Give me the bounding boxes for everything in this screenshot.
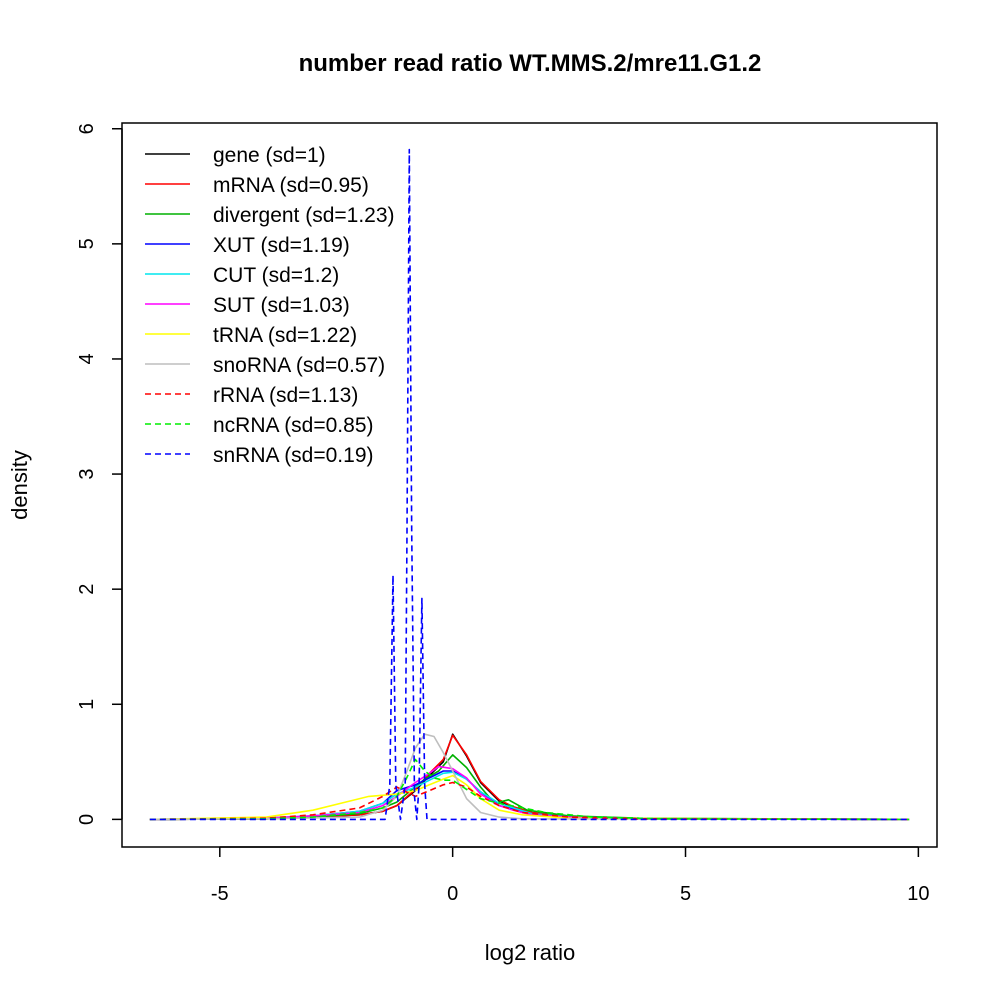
x-axis: -5 0 5 10 — [211, 846, 929, 905]
legend-label: rRNA (sd=1.13) — [213, 384, 358, 407]
series-lines — [149, 148, 910, 821]
x-tick-label: -5 — [211, 883, 229, 905]
series-line-10 — [149, 148, 910, 821]
chart-title: number read ratio WT.MMS.2/mre11.G1.2 — [299, 50, 762, 77]
legend-label: mRNA (sd=0.95) — [213, 174, 369, 197]
series-line-4 — [149, 771, 910, 821]
x-tick-label: 0 — [447, 883, 458, 905]
series-line-7 — [149, 733, 910, 821]
series-line-0 — [149, 733, 910, 821]
legend-label: SUT (sd=1.03) — [213, 294, 350, 317]
y-tick-label: 2 — [76, 584, 98, 595]
legend-label: divergent (sd=1.23) — [213, 204, 395, 227]
series-line-9 — [149, 758, 910, 821]
legend-label: tRNA (sd=1.22) — [213, 324, 357, 347]
legend-label: gene (sd=1) — [213, 144, 326, 167]
y-axis-label: density — [7, 450, 32, 520]
y-tick-label: 1 — [76, 699, 98, 710]
series-line-6 — [149, 774, 910, 821]
legend-label: CUT (sd=1.2) — [213, 264, 339, 287]
legend-label: XUT (sd=1.19) — [213, 234, 350, 257]
series-line-1 — [149, 734, 910, 821]
legend-label: ncRNA (sd=0.85) — [213, 414, 374, 437]
legend: gene (sd=1) mRNA (sd=0.95) divergent (sd=1… — [145, 144, 395, 467]
x-tick-label: 10 — [907, 883, 929, 905]
x-axis-label: log2 ratio — [485, 940, 576, 965]
legend-label: snRNA (sd=0.19) — [213, 444, 374, 467]
series-line-8 — [149, 781, 910, 821]
y-tick-label: 4 — [76, 353, 98, 364]
y-tick-label: 5 — [76, 238, 98, 249]
legend-label: snoRNA (sd=0.57) — [213, 354, 385, 377]
y-axis: 0 1 2 3 4 5 6 — [76, 123, 123, 825]
y-tick-label: 3 — [76, 469, 98, 480]
y-tick-label: 6 — [76, 123, 98, 134]
series-line-2 — [149, 754, 910, 821]
plot-frame — [121, 122, 938, 848]
x-tick-label: 5 — [680, 883, 691, 905]
y-tick-label: 0 — [76, 814, 98, 825]
